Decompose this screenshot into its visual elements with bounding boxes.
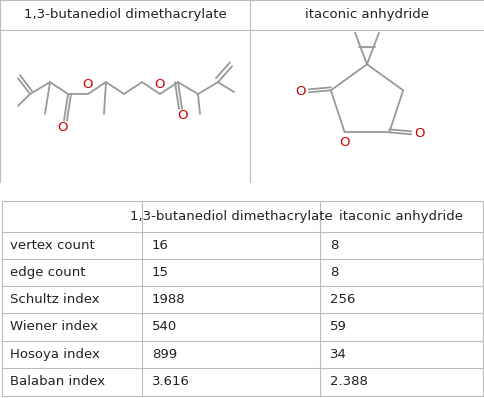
Text: itaconic anhydride: itaconic anhydride	[304, 8, 428, 21]
Text: 256: 256	[329, 293, 355, 306]
Text: O: O	[154, 78, 165, 91]
Text: 8: 8	[329, 266, 338, 279]
Text: Schultz index: Schultz index	[10, 293, 99, 306]
Text: O: O	[83, 78, 93, 91]
Text: 1988: 1988	[151, 293, 185, 306]
Text: 15: 15	[151, 266, 168, 279]
Text: O: O	[339, 136, 349, 149]
Text: 8: 8	[329, 239, 338, 252]
Text: O: O	[413, 127, 424, 140]
Text: 1,3-butanediol dimethacrylate: 1,3-butanediol dimethacrylate	[129, 210, 332, 223]
Text: Wiener index: Wiener index	[10, 320, 98, 334]
Text: itaconic anhydride: itaconic anhydride	[339, 210, 463, 223]
Text: Hosoya index: Hosoya index	[10, 347, 100, 361]
Text: edge count: edge count	[10, 266, 85, 279]
Text: 3.616: 3.616	[151, 375, 189, 388]
Text: 59: 59	[329, 320, 346, 334]
Text: O: O	[177, 109, 188, 122]
Text: 1,3-butanediol dimethacrylate: 1,3-butanediol dimethacrylate	[24, 8, 226, 21]
Text: 2.388: 2.388	[329, 375, 367, 388]
Text: O: O	[295, 85, 305, 98]
Text: 16: 16	[151, 239, 168, 252]
Text: Balaban index: Balaban index	[10, 375, 105, 388]
Text: 540: 540	[151, 320, 177, 334]
Text: 34: 34	[329, 347, 346, 361]
Text: O: O	[58, 121, 68, 134]
Text: 899: 899	[151, 347, 177, 361]
Text: vertex count: vertex count	[10, 239, 94, 252]
